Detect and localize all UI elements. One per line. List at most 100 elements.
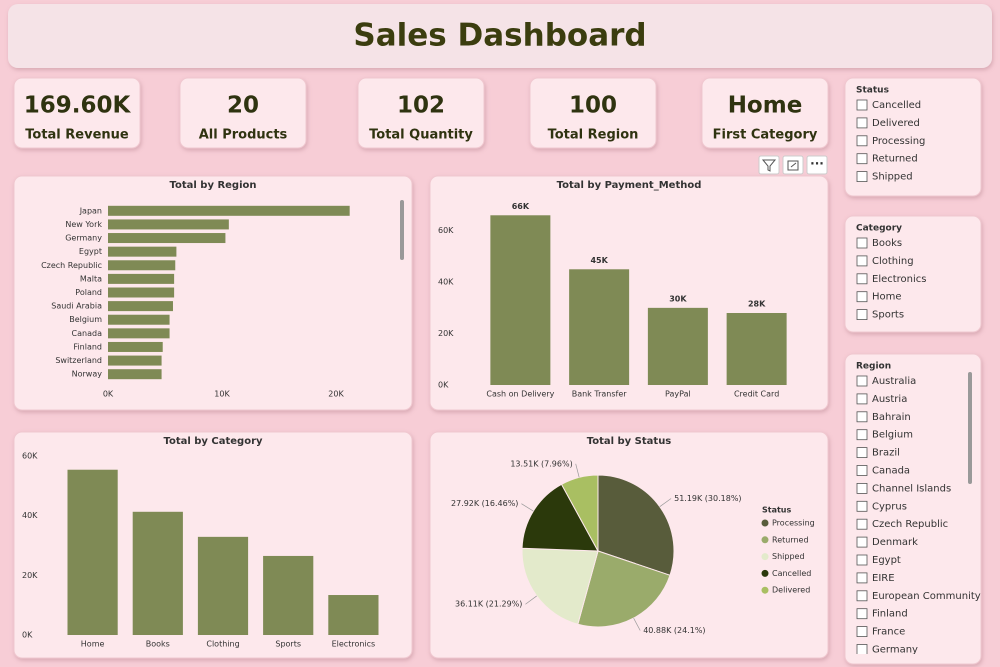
data-label: 66K <box>512 202 530 211</box>
checkbox[interactable] <box>856 273 868 285</box>
checkbox[interactable] <box>856 153 868 165</box>
slicer-item[interactable]: Home <box>872 292 902 303</box>
checkbox[interactable] <box>856 291 868 303</box>
checkbox[interactable] <box>856 447 868 459</box>
slicer-item[interactable]: European Community <box>872 591 981 602</box>
dashboard-title: Sales Dashboard <box>353 18 646 54</box>
checkbox[interactable] <box>856 465 868 476</box>
checkbox[interactable] <box>856 237 868 249</box>
checkbox[interactable] <box>856 255 868 267</box>
slicer-item[interactable]: Processing <box>872 136 925 147</box>
chart-title: Total by Status <box>587 436 672 447</box>
checkbox[interactable] <box>856 518 868 530</box>
slicer-item[interactable]: EIRE <box>872 573 895 584</box>
slicer-items: Books Clothing Electronics Home Sports <box>856 237 927 321</box>
bar <box>197 536 249 635</box>
slicer-item[interactable]: Egypt <box>872 555 901 566</box>
checkbox[interactable] <box>856 411 868 423</box>
slicer-item[interactable]: Austria <box>872 394 907 405</box>
bar <box>108 246 177 257</box>
y-tick-label: New York <box>65 220 102 229</box>
data-label: 13.51K (7.96%) <box>510 459 572 468</box>
data-label: 40.88K (24.1%) <box>643 626 705 635</box>
checkbox[interactable] <box>856 171 868 183</box>
slicer-item[interactable]: Brazil <box>872 448 900 459</box>
checkbox[interactable] <box>856 99 868 111</box>
slicer-item[interactable]: Australia <box>872 376 916 387</box>
y-tick-label: 0K <box>22 631 33 640</box>
kpi-label: Total Region <box>548 128 639 143</box>
bar <box>263 555 314 635</box>
slicer-title: Status <box>856 86 889 96</box>
slicer-item[interactable]: Cancelled <box>872 100 921 111</box>
checkbox[interactable] <box>856 393 868 405</box>
legend-label: Shipped <box>772 552 805 561</box>
filter-icon[interactable] <box>758 155 780 175</box>
kpi-value: 102 <box>397 93 445 119</box>
legend-label: Processing <box>772 519 815 528</box>
checkbox[interactable] <box>856 626 868 637</box>
checkbox[interactable] <box>856 608 868 620</box>
legend-label: Returned <box>772 535 809 544</box>
slicer-item[interactable]: Bahrain <box>872 412 911 423</box>
kpi-value: 20 <box>227 93 259 119</box>
checkbox[interactable] <box>856 482 868 494</box>
slicer-item[interactable]: Germany <box>872 645 918 656</box>
checkbox[interactable] <box>856 590 868 602</box>
chart-title: Total by Payment_Method <box>557 180 702 191</box>
data-label: 28K <box>748 300 766 309</box>
visual-toolbar[interactable]: ··· <box>758 155 828 175</box>
y-tick-label: Belgium <box>69 315 102 324</box>
chart-title: Total by Region <box>169 180 256 191</box>
checkbox[interactable] <box>856 429 868 441</box>
y-tick-label: 60K <box>22 452 38 461</box>
slicer-item[interactable]: France <box>872 627 905 638</box>
y-tick-label: Japan <box>79 206 102 215</box>
checkbox[interactable] <box>856 117 868 129</box>
scrollbar <box>968 372 972 484</box>
checkbox[interactable] <box>856 644 868 655</box>
leader-line <box>521 503 534 512</box>
slicer-item[interactable]: Denmark <box>872 537 918 548</box>
checkbox[interactable] <box>856 536 868 548</box>
checkbox[interactable] <box>856 375 868 387</box>
slicer-title: Category <box>856 224 902 234</box>
checkbox[interactable] <box>856 309 868 321</box>
checkbox[interactable] <box>856 135 868 147</box>
slicer-item[interactable]: Finland <box>872 609 908 620</box>
leader-line <box>633 617 641 631</box>
y-tick-label: 40K <box>22 511 38 520</box>
slicer-item[interactable]: Returned <box>872 154 918 165</box>
slicer-item[interactable]: Cyprus <box>872 501 907 512</box>
slicer-item[interactable]: Belgium <box>872 430 913 441</box>
slicer-item[interactable]: Delivered <box>872 118 920 129</box>
slicer-item[interactable]: Czech Republic <box>872 519 948 530</box>
bar <box>108 369 162 380</box>
kpi-label: Total Revenue <box>25 128 129 143</box>
slicer-item[interactable]: Sports <box>872 310 904 321</box>
slicer-item[interactable]: Channel Islands <box>872 483 951 494</box>
x-tick-label: Electronics <box>332 640 376 649</box>
slicer-item[interactable]: Clothing <box>872 256 914 267</box>
bar <box>490 215 551 385</box>
slicer-item[interactable]: Electronics <box>872 274 927 285</box>
bar <box>108 314 170 325</box>
more-icon[interactable] <box>806 155 828 175</box>
checkbox[interactable] <box>856 500 868 512</box>
checkbox[interactable] <box>856 554 868 566</box>
slicer-item[interactable]: Shipped <box>872 172 913 183</box>
bar <box>569 269 630 385</box>
slicer-items: Cancelled Delivered Processing Returned Ship… <box>856 99 925 183</box>
slicer <box>844 215 982 333</box>
y-tick-label: Czech Republic <box>41 261 102 270</box>
bar <box>108 328 170 339</box>
slicer-item[interactable]: Canada <box>872 466 910 477</box>
checkbox[interactable] <box>856 572 868 584</box>
bar <box>108 355 162 366</box>
slicer-item[interactable]: Books <box>872 238 902 249</box>
kpi-card <box>529 77 657 149</box>
y-tick-label: 20K <box>438 329 454 338</box>
more-glyph: ··· <box>810 157 824 171</box>
header <box>8 4 992 68</box>
scrollbar <box>400 200 404 260</box>
